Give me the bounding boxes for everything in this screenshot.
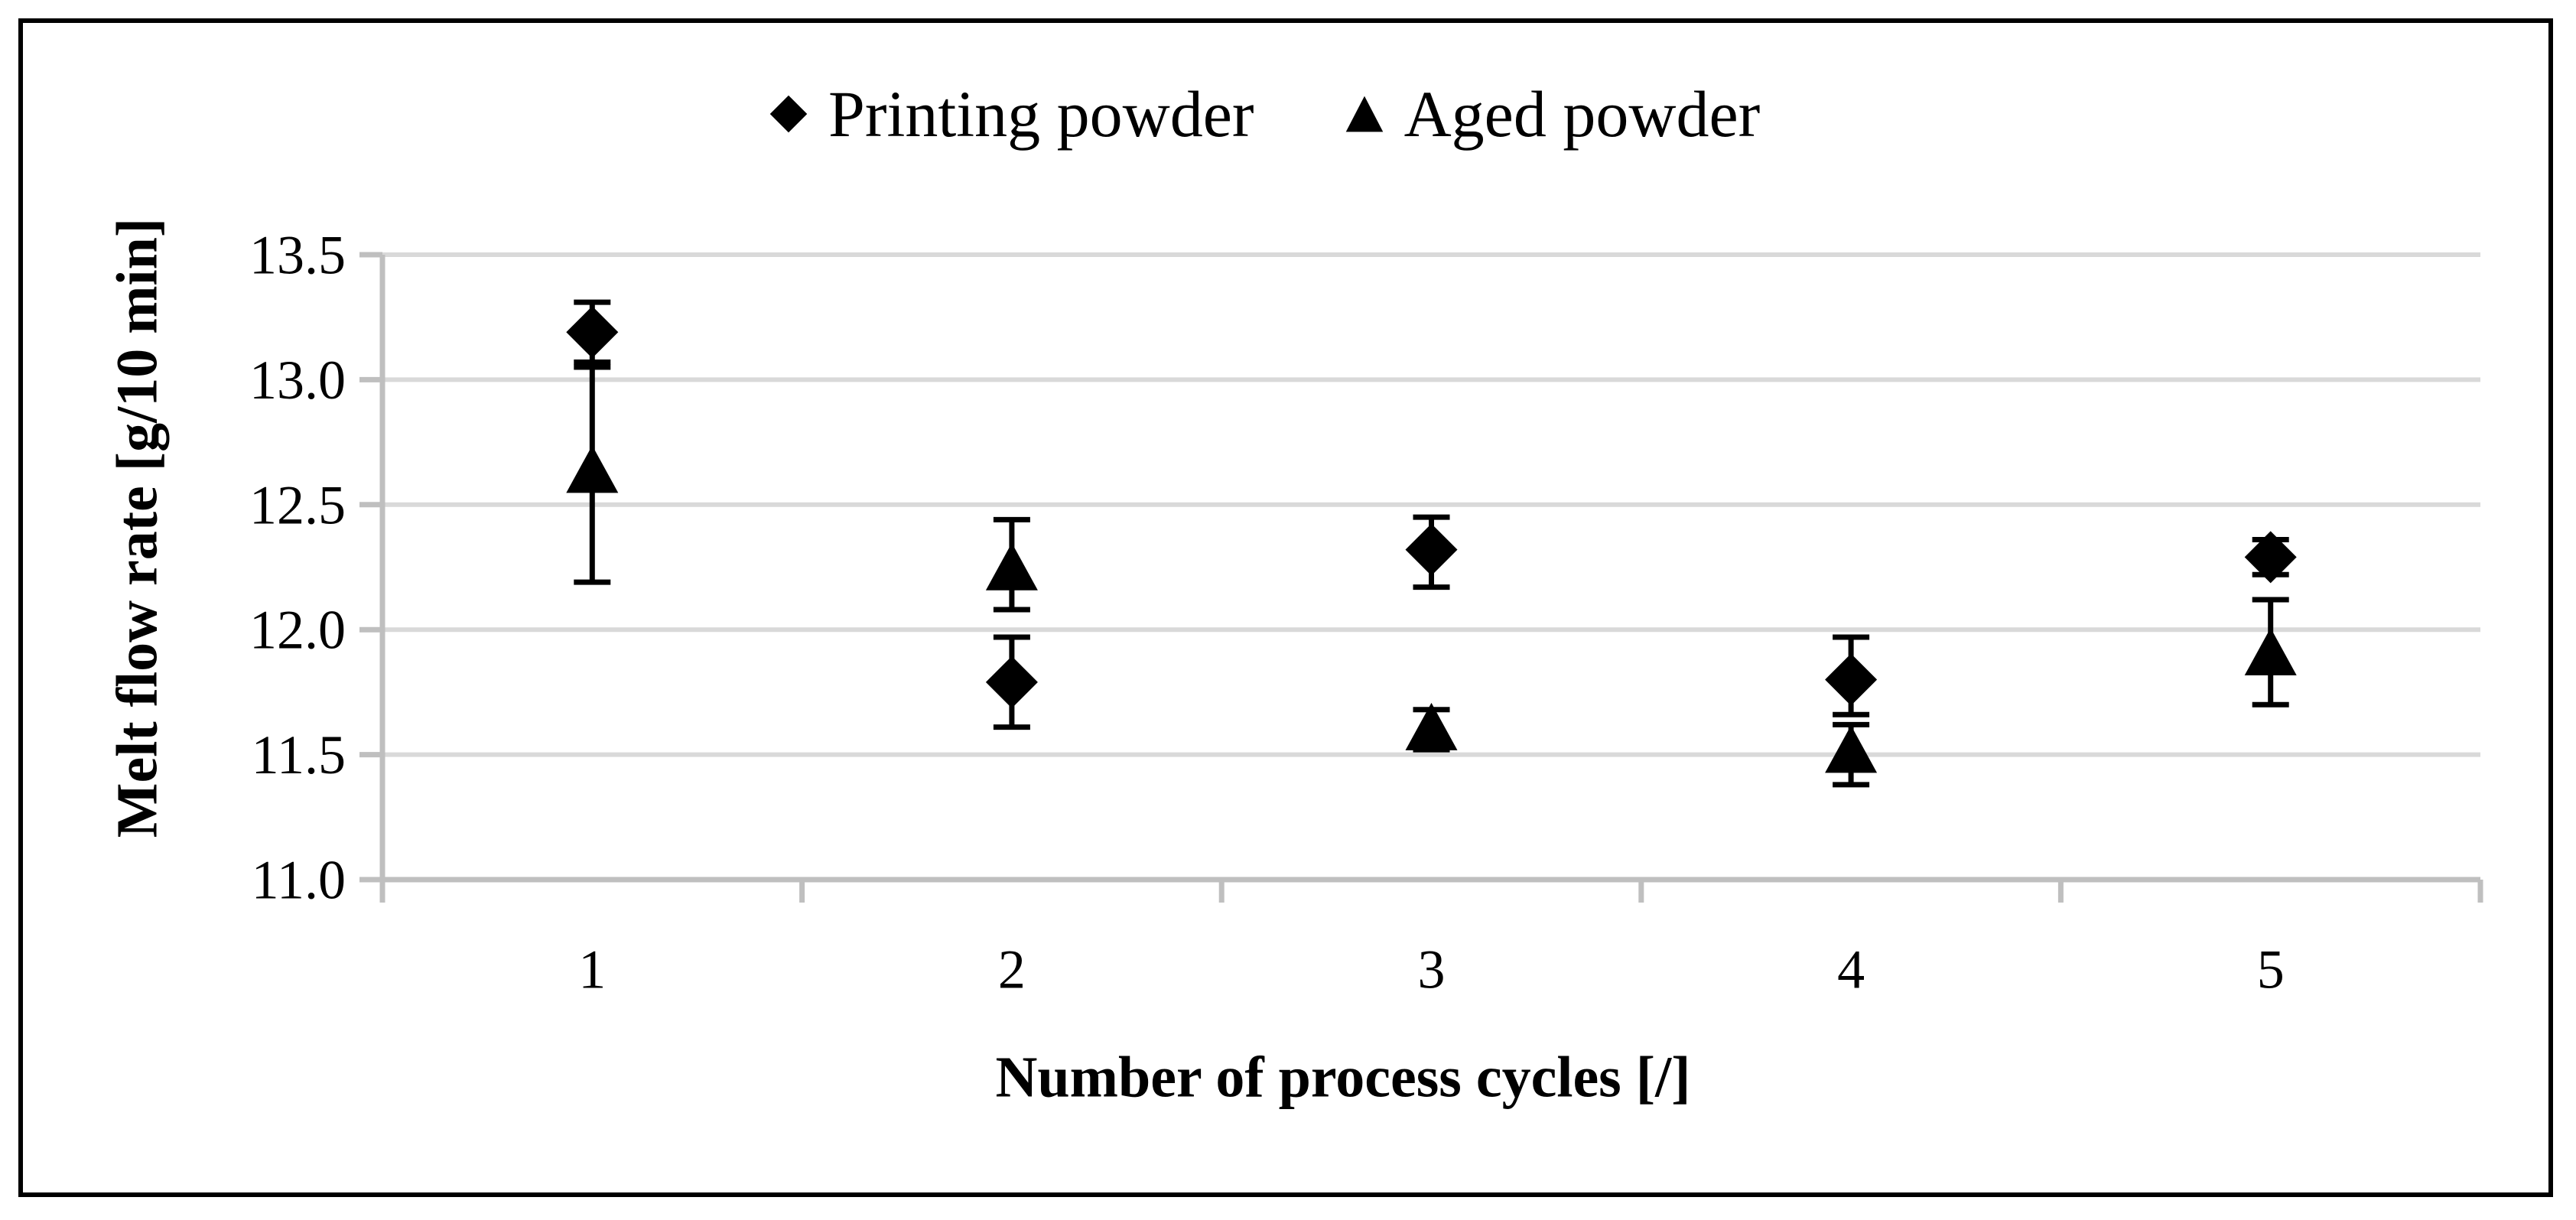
x-tick-label: 3	[1418, 939, 1446, 1000]
data-point-diamond	[1825, 653, 1878, 706]
data-point-triangle	[1825, 725, 1878, 773]
y-tick-label: 13.5	[249, 224, 346, 285]
data-point-triangle	[566, 445, 619, 493]
x-tick-label: 2	[998, 939, 1026, 1000]
data-point-diamond	[2244, 531, 2297, 584]
y-tick-label: 11.0	[252, 849, 346, 910]
legend-item-aged-powder: Aged powder	[1345, 77, 1761, 151]
triangle-marker-icon	[1345, 96, 1383, 132]
legend-label-printing-powder: Printing powder	[828, 77, 1254, 151]
y-axis-title: Melt flow rate [g/10 min]	[105, 217, 170, 838]
legend-label-aged-powder: Aged powder	[1403, 77, 1761, 151]
x-axis-title: Number of process cycles [/]	[995, 1045, 1691, 1110]
data-point-triangle	[2244, 627, 2297, 675]
x-tick-label: 5	[2257, 939, 2285, 1000]
x-tick-label: 1	[578, 939, 606, 1000]
diamond-marker-icon	[769, 96, 808, 133]
data-point-diamond	[985, 656, 1038, 708]
data-point-diamond	[566, 306, 619, 359]
data-point-diamond	[1405, 523, 1458, 576]
y-tick-label: 12.0	[249, 600, 346, 661]
data-point-triangle	[1405, 702, 1458, 750]
legend: Printing powder Aged powder	[769, 78, 1760, 151]
data-point-triangle	[985, 542, 1038, 590]
figure-border	[18, 18, 2553, 1197]
y-tick-label: 13.0	[249, 350, 346, 411]
x-tick-label: 4	[1837, 939, 1865, 1000]
y-tick-label: 11.5	[252, 724, 346, 786]
legend-item-printing-powder: Printing powder	[769, 78, 1254, 151]
y-tick-label: 12.5	[249, 474, 346, 535]
